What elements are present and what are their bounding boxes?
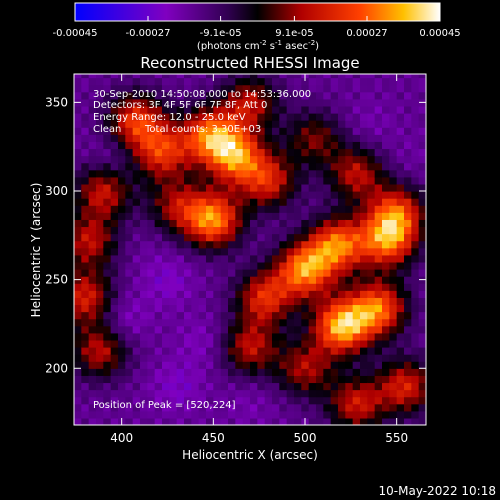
heatmap-image: [74, 74, 426, 425]
x-tick-label: 500: [294, 431, 317, 445]
annotation-energy-range: Energy Range: 12.0 - 25.0 keV: [93, 112, 246, 123]
colorbar-tick-label: -0.00027: [126, 28, 171, 39]
colorbar-tick-label: 9.1e-05: [275, 28, 313, 39]
colorbar-tick-label: 0.00045: [419, 28, 460, 39]
annotation-peak-position: Position of Peak = [520,224]: [93, 400, 236, 411]
plot-frame: [73, 73, 427, 426]
x-tick-label: 400: [110, 431, 133, 445]
annotation-detectors: Detectors: 3F 4F 5F 6F 7F 8F, Att 0: [93, 100, 267, 111]
footer-date: 10-May-2022 10:18: [379, 484, 496, 498]
x-tick-label: 550: [385, 431, 408, 445]
y-tick-label: 200: [45, 361, 68, 375]
colorbar: [74, 2, 441, 22]
x-axis-label: Heliocentric X (arcsec): [182, 448, 318, 462]
chart-title: Reconstructed RHESSI Image: [140, 54, 359, 72]
y-tick-label: 350: [45, 95, 68, 109]
axis-ticks: 400 450 500 550 200 250 300 350: [45, 74, 426, 445]
colorbar-tick-label: -9.1e-05: [200, 28, 242, 39]
x-tick-label: 450: [202, 431, 225, 445]
annotation-clean: Clean: [93, 124, 121, 135]
colorbar-units: (photons cm-2 s-1 asec-2): [197, 39, 319, 52]
annotation-total-counts: Total counts: 3.30E+03: [144, 124, 261, 135]
y-tick-label: 250: [45, 273, 68, 287]
colorbar-tick-label: -0.00045: [53, 28, 98, 39]
colorbar-ticks: -0.00045 -0.00027 -9.1e-05 9.1e-05 0.00027 0.…: [53, 16, 461, 39]
annotation-time-range: 30-Sep-2010 14:50:08.000 to 14:53:36.000: [93, 89, 311, 100]
colorbar-tick-label: 0.00027: [346, 28, 387, 39]
y-axis-label: Heliocentric Y (arcsec): [29, 183, 43, 318]
y-tick-label: 300: [45, 184, 68, 198]
